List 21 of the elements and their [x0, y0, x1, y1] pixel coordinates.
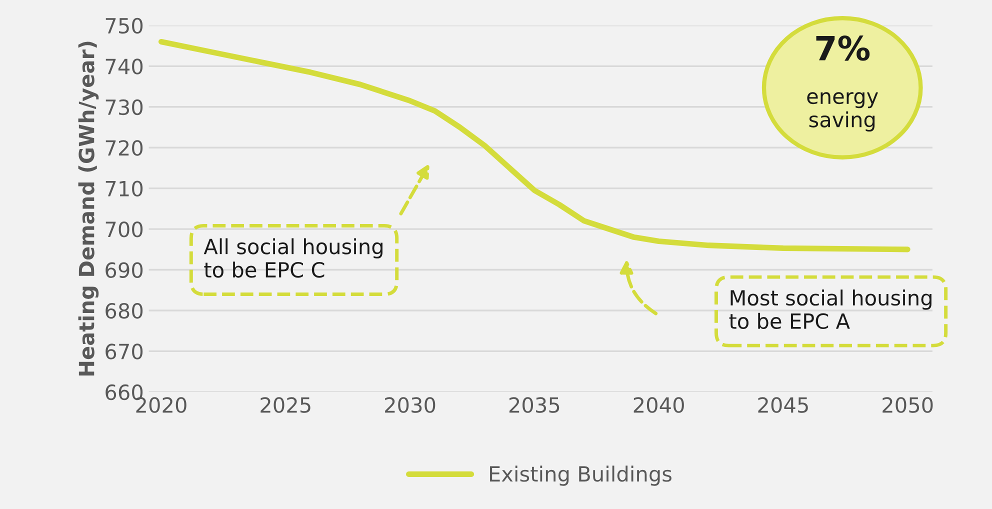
y-tick-label: 730	[106, 99, 143, 116]
y-tick-label: 720	[106, 140, 143, 156]
y-tick-label: 700	[106, 222, 143, 238]
legend-label: Existing Buildings	[490, 466, 672, 486]
annotation: 7%	[816, 36, 870, 61]
annotation: Most social housing to be EPC A	[729, 290, 932, 330]
x-tick-label: 2050	[882, 397, 933, 413]
y-tick-label: 740	[106, 58, 143, 74]
y-tick-label: 670	[106, 344, 143, 360]
annotation: All social housing to be EPC C	[204, 238, 382, 278]
x-tick-label: 2045	[758, 397, 808, 413]
x-tick-label: 2035	[509, 397, 560, 413]
y-axis-title: Heating Demand (GWh/year)	[78, 42, 99, 376]
y-tick-label: 750	[106, 18, 143, 34]
y-tick-label: 680	[106, 302, 143, 319]
annotation: energy saving	[807, 92, 878, 132]
x-tick-label: 2030	[385, 397, 436, 413]
x-tick-label: 2040	[634, 397, 684, 413]
y-tick-label: 710	[106, 180, 143, 197]
y-tick-label: 690	[106, 262, 143, 278]
x-tick-label: 2025	[260, 397, 310, 413]
